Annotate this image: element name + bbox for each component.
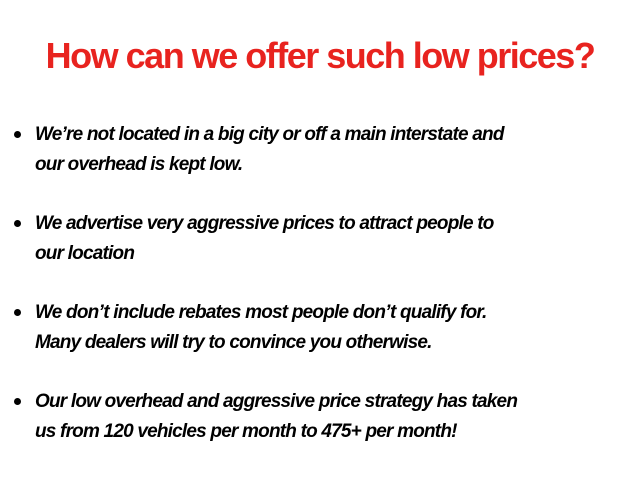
bullet-line: Our low overhead and aggressive price st… [35, 391, 518, 412]
bullet-item: Our low overhead and aggressive price st… [14, 387, 614, 447]
bullet-line: We advertise very aggressive prices to a… [35, 213, 494, 234]
bullet-dot-icon [14, 220, 21, 227]
bullet-item: We advertise very aggressive prices to a… [14, 209, 614, 269]
slide-title: How can we offer such low prices? [45, 35, 596, 76]
bullet-dot-icon [14, 398, 21, 405]
bullet-line: our overhead is kept low. [35, 154, 243, 175]
bullet-dot-icon [14, 309, 21, 316]
bullet-line: our location [35, 243, 135, 264]
bullet-line: us from 120 vehicles per month to 475+ p… [35, 421, 457, 442]
bullet-list: We’re not located in a big city or off a… [14, 120, 614, 476]
bullet-line: Many dealers will try to convince you ot… [35, 332, 432, 353]
bullet-dot-icon [14, 131, 21, 138]
bullet-item: We’re not located in a big city or off a… [14, 120, 614, 180]
bullet-line: We don’t include rebates most people don… [35, 302, 487, 323]
bullet-item: We don’t include rebates most people don… [14, 298, 614, 358]
bullet-line: We’re not located in a big city or off a… [35, 124, 504, 145]
